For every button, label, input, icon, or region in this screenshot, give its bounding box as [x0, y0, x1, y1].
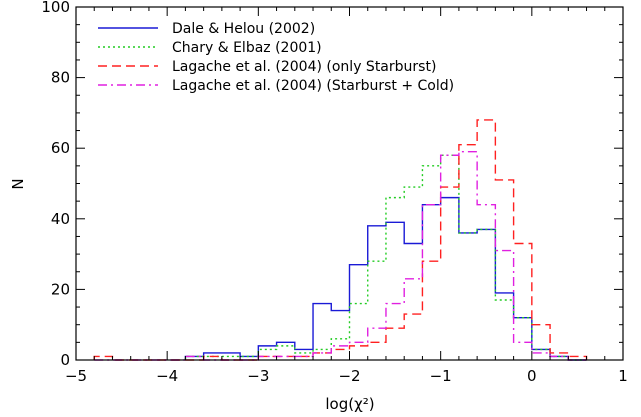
axis-ticks	[75, 6, 624, 361]
legend-label-3: Lagache et al. (2004) (only Starburst)	[172, 59, 436, 75]
y-tick-label: 80	[51, 69, 70, 87]
x-tick-label: −3	[247, 367, 269, 385]
x-tick-label: 0	[527, 367, 537, 385]
x-tick-label: 1	[618, 367, 628, 385]
y-axis-label: N	[9, 178, 27, 189]
y-tick-label: 60	[51, 139, 70, 157]
x-tick-label: −5	[65, 367, 87, 385]
y-tick-label: 20	[51, 280, 70, 298]
legend-label-4: Lagache et al. (2004) (Starburst + Cold)	[172, 78, 454, 94]
y-tick-label: 100	[41, 0, 70, 16]
legend-label-2: Chary & Elbaz (2001)	[172, 40, 322, 56]
series-line-2	[184, 154, 587, 361]
y-tick-label: 40	[51, 210, 70, 228]
legend-label-1: Dale & Helou (2002)	[172, 21, 315, 37]
legend: Dale & Helou (2002) Chary & Elbaz (2001) L…	[98, 21, 454, 94]
x-tick-label: −1	[430, 367, 452, 385]
x-axis-label: log(χ²)	[325, 395, 374, 413]
x-tick-label: −2	[338, 367, 360, 385]
x-tick-label: −4	[156, 367, 178, 385]
y-tick-label: 0	[60, 351, 70, 369]
